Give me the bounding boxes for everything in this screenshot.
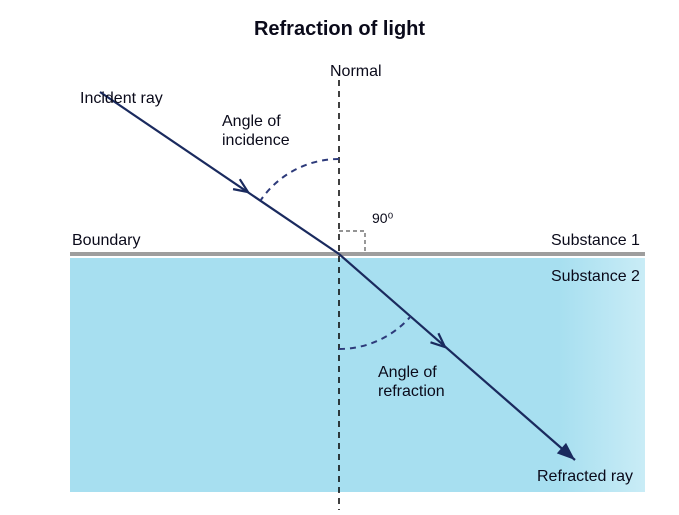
angle-of-incidence-arc	[261, 159, 339, 200]
diagram-title: Refraction of light	[0, 18, 679, 41]
incident-ray-arrow-icon	[233, 179, 248, 192]
incident-ray-label: Incident ray	[80, 89, 163, 108]
substance-2-label: Substance 2	[551, 267, 640, 286]
ninety-degree-label: 90⁰	[372, 210, 393, 227]
right-angle-marker	[339, 231, 365, 254]
substance-1-label: Substance 1	[551, 231, 640, 250]
refracted-ray-label: Refracted ray	[537, 467, 633, 486]
normal-label: Normal	[330, 62, 382, 81]
angle-of-incidence-label: Angle of incidence	[222, 112, 290, 150]
boundary-label: Boundary	[72, 231, 141, 250]
substance-2-region	[70, 258, 645, 492]
incident-ray-line	[100, 92, 339, 254]
angle-of-refraction-label: Angle of refraction	[378, 363, 445, 401]
